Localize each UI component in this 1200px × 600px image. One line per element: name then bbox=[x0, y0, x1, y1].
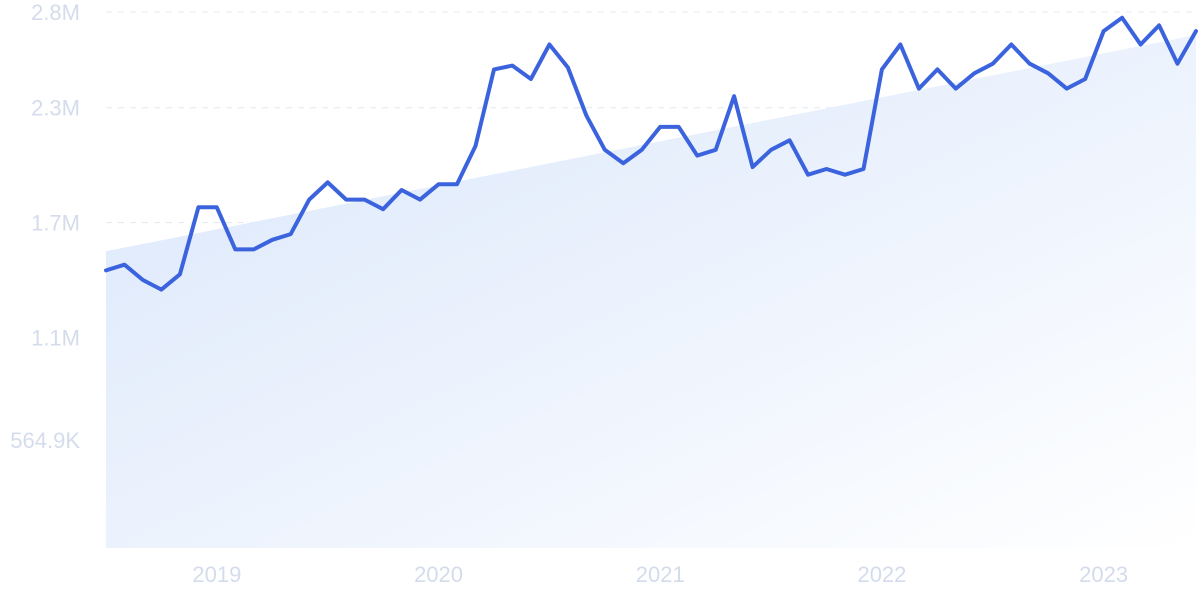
series-line-group bbox=[104, 15, 1198, 292]
y-tick-label: 564.9K bbox=[10, 428, 80, 453]
y-tick-label: 2.8M bbox=[31, 0, 80, 25]
y-tick-label: 1.1M bbox=[31, 325, 80, 350]
x-tick-label: 2022 bbox=[857, 562, 906, 587]
series-line bbox=[104, 15, 1198, 292]
y-axis-ticks: 564.9K 1.1M 1.7M 2.3M 2.8M bbox=[10, 0, 80, 453]
trend-area bbox=[106, 34, 1196, 548]
trend-area-fill bbox=[106, 34, 1196, 548]
x-tick-label: 2020 bbox=[414, 562, 463, 587]
x-tick-label: 2019 bbox=[192, 562, 241, 587]
x-axis-ticks: 2019 2020 2021 2022 2023 bbox=[192, 562, 1128, 587]
y-tick-label: 2.3M bbox=[31, 96, 80, 121]
x-tick-label: 2023 bbox=[1079, 562, 1128, 587]
x-tick-label: 2021 bbox=[636, 562, 685, 587]
y-tick-label: 1.7M bbox=[31, 211, 80, 236]
